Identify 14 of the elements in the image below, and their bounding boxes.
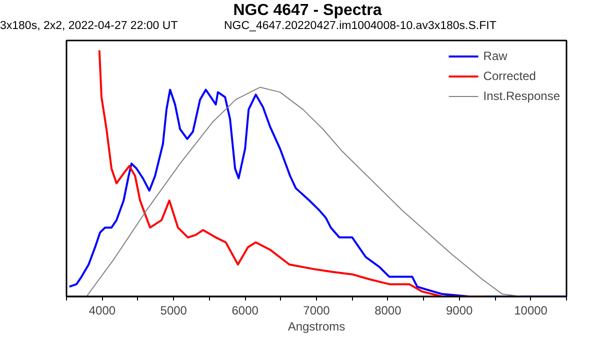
legend-label: Inst.Response — [483, 89, 560, 103]
legend-label: Raw — [483, 49, 508, 63]
x-tick-label: 9000 — [446, 304, 474, 318]
x-tick-label: 4000 — [88, 304, 116, 318]
legend-label: Corrected — [483, 69, 536, 83]
chart-subtitle: 3x180s, 2x2, 2022-04-27 22:00 UT — [0, 19, 178, 34]
x-tick-label: 10000 — [514, 304, 548, 318]
x-tick-label: 6000 — [232, 304, 259, 318]
chart-title: NGC 4647 - Spectra — [233, 2, 382, 19]
x-tick-label: 7000 — [303, 304, 330, 318]
x-axis-title: Angstroms — [288, 320, 346, 334]
x-tick-label: 5000 — [160, 304, 188, 318]
x-tick-label: 8000 — [374, 304, 402, 318]
text: NGC_4647.20220427.im1004008-10.av3x180s.S.FIT — [224, 19, 496, 34]
